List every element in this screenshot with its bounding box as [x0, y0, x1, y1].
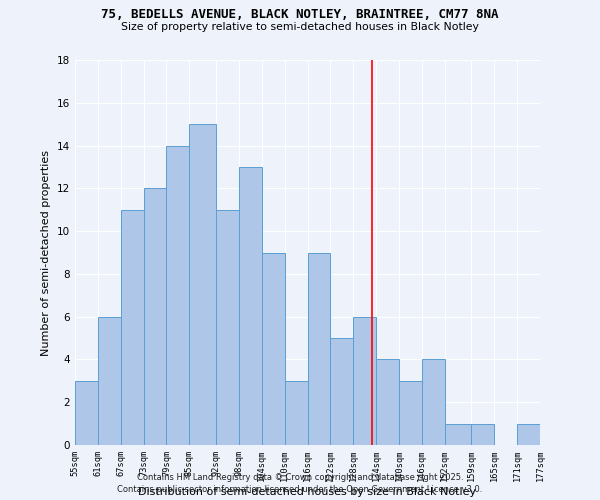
Bar [75, 381, 98, 445]
Bar [422, 360, 445, 445]
Bar [143, 188, 166, 445]
X-axis label: Distribution of semi-detached houses by size in Black Notley: Distribution of semi-detached houses by … [139, 487, 476, 497]
Y-axis label: Number of semi-detached properties: Number of semi-detached properties [41, 150, 52, 356]
Bar [284, 381, 308, 445]
Text: 75, BEDELLS AVENUE, BLACK NOTLEY, BRAINTREE, CM77 8NA: 75, BEDELLS AVENUE, BLACK NOTLEY, BRAINT… [101, 8, 499, 20]
Bar [216, 210, 239, 445]
Bar [445, 424, 472, 445]
Bar [239, 167, 262, 445]
Bar [190, 124, 216, 445]
Bar [121, 210, 143, 445]
Bar [517, 424, 540, 445]
Bar [308, 252, 331, 445]
Bar [472, 424, 494, 445]
Bar [262, 252, 284, 445]
Bar [376, 360, 399, 445]
Bar [98, 316, 121, 445]
Bar [353, 316, 376, 445]
Text: Contains HM Land Registry data © Crown copyright and database right 2025.
Contai: Contains HM Land Registry data © Crown c… [118, 473, 482, 494]
Bar [399, 381, 422, 445]
Bar [166, 146, 190, 445]
Bar [331, 338, 353, 445]
Text: Size of property relative to semi-detached houses in Black Notley: Size of property relative to semi-detach… [121, 22, 479, 32]
